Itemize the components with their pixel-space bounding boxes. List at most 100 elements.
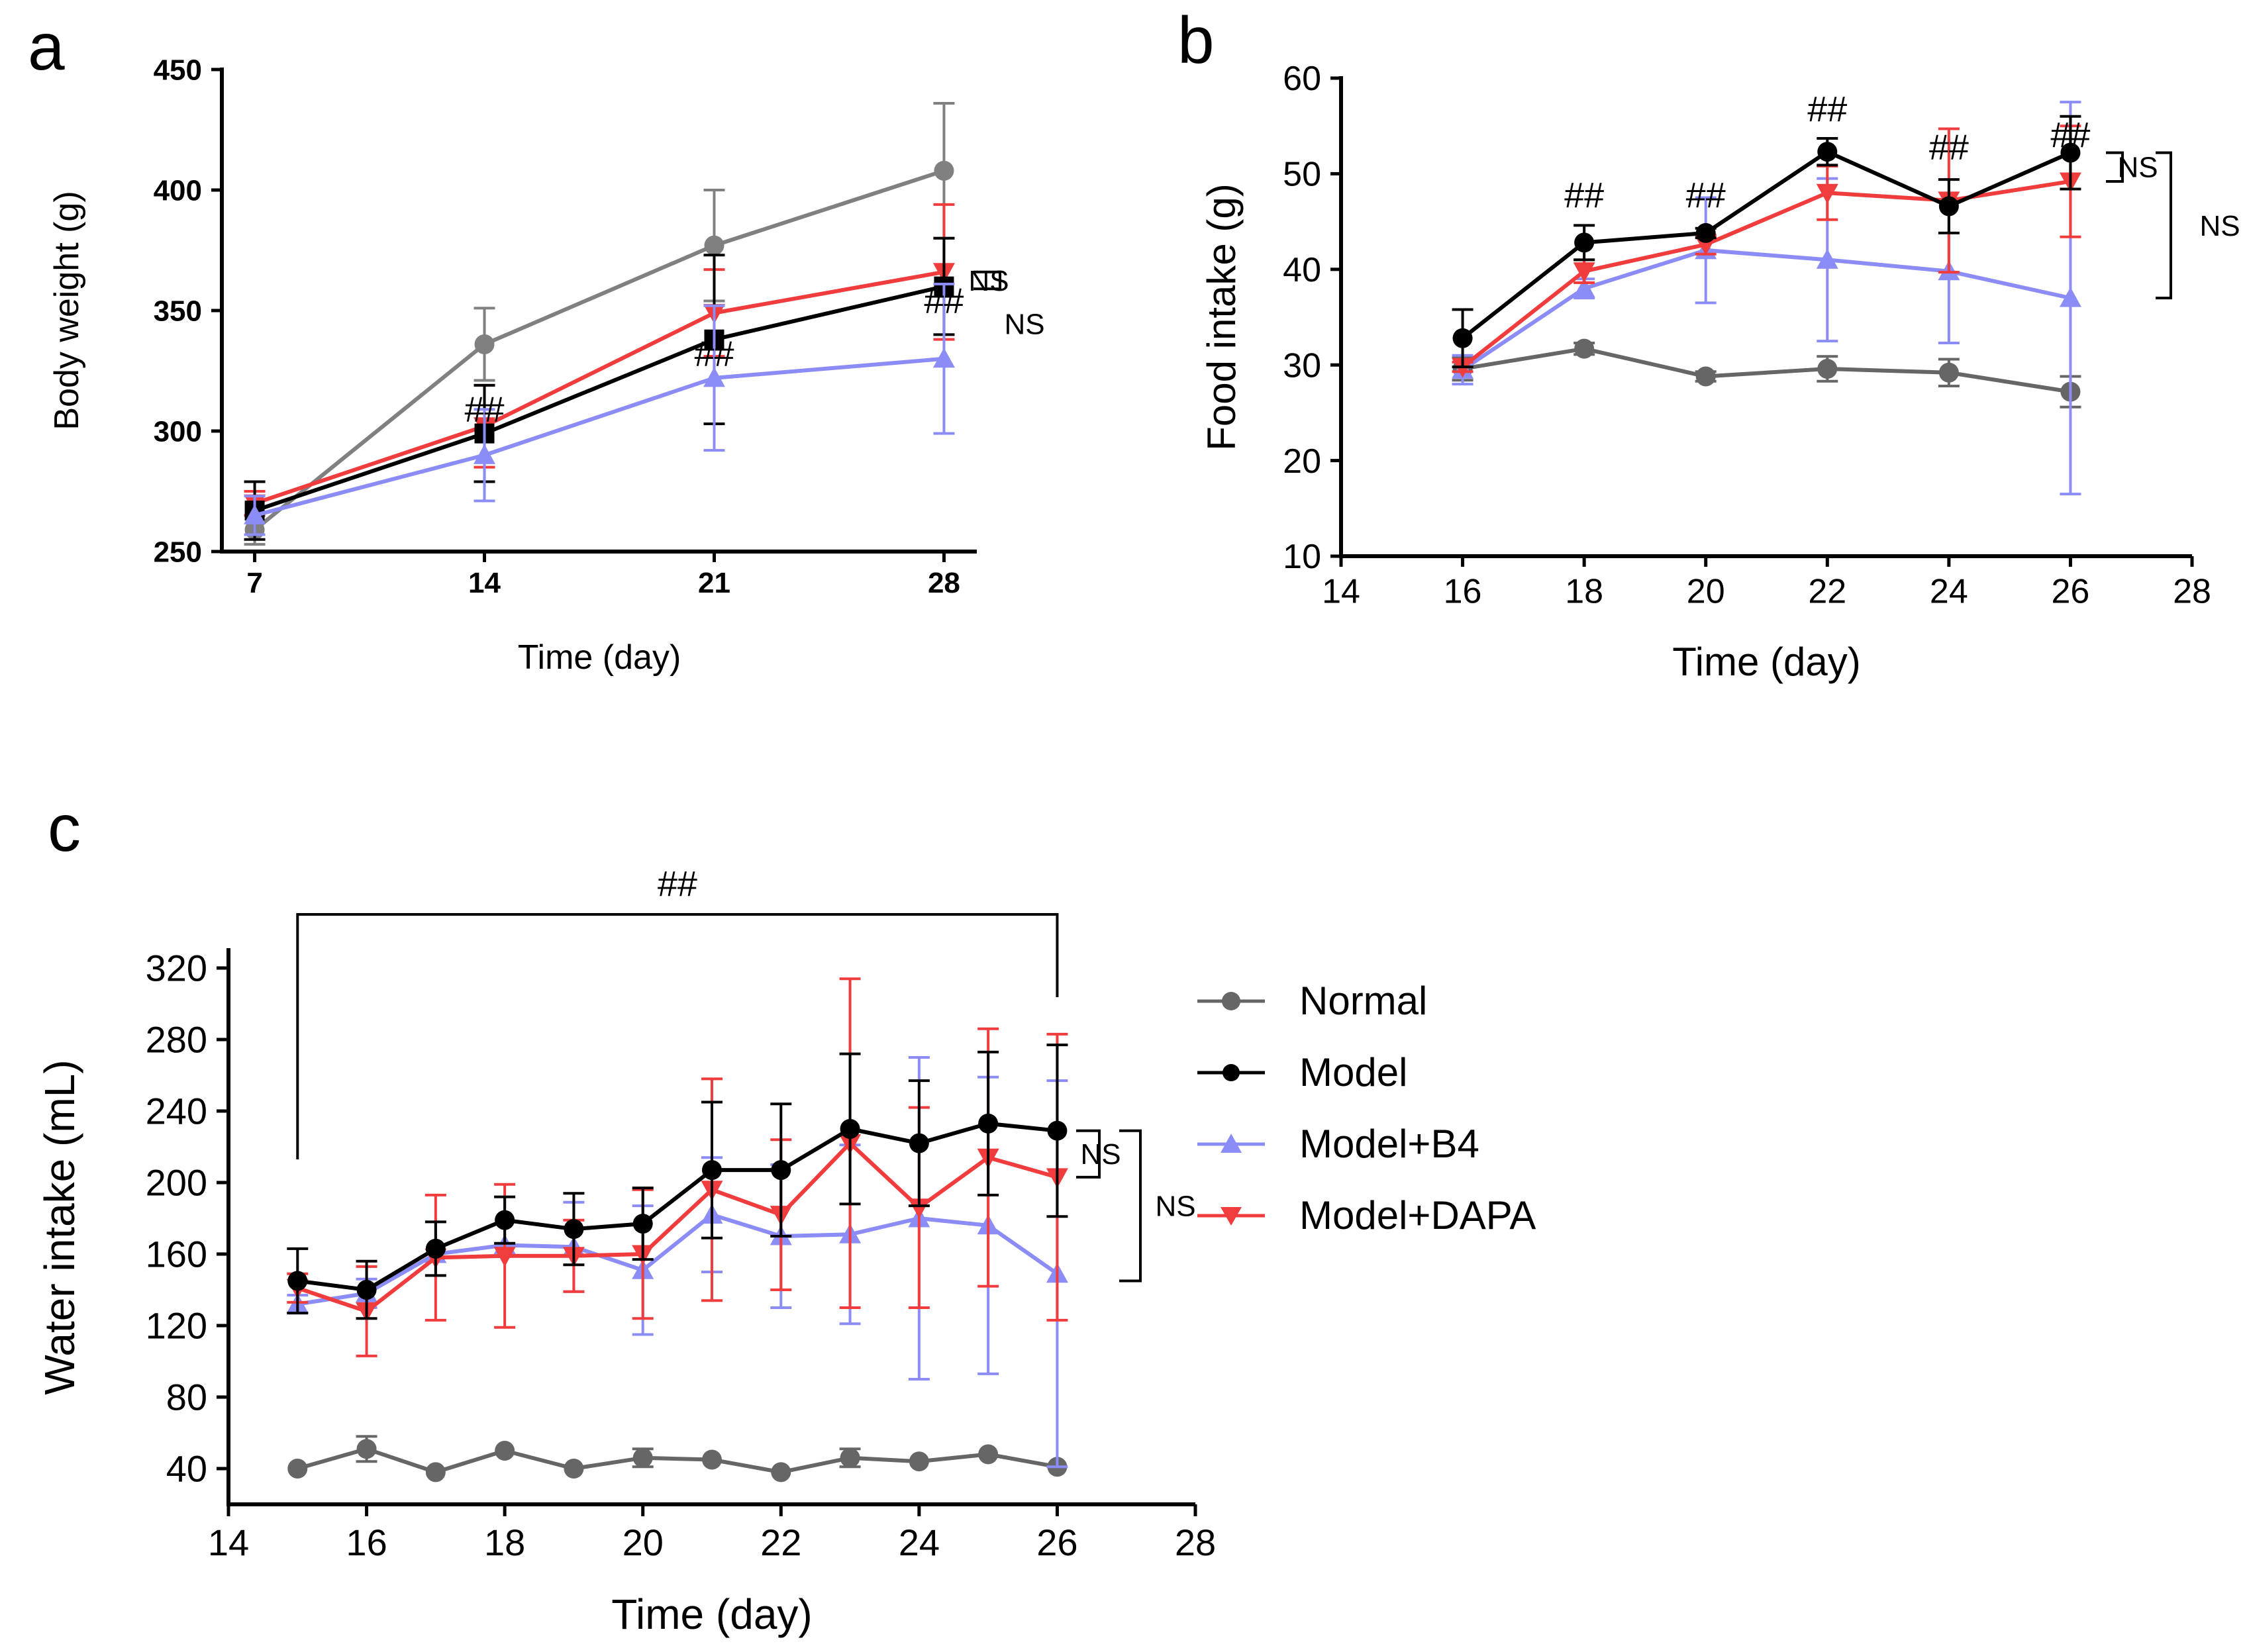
series-line-c-model-b4 [297,1212,1059,1306]
legend-label-model: Model [1299,1050,1407,1094]
series-line-a-normal [253,169,945,532]
x-tick-label-b-16: 16 [1444,573,1482,611]
x-tick-label-b-28: 28 [2173,573,2211,611]
x-tick-label-c-14: 14 [208,1522,249,1563]
y-tick-label-c-280: 280 [146,1019,207,1061]
series-line-a-model-b4 [254,356,944,518]
panel-label-a: a [28,10,65,84]
y-tick-label-a-450: 450 [154,54,202,86]
ns-label-c-0: NS [1080,1138,1121,1171]
data-point-b-normal-2 [1695,366,1716,387]
series-line-c-model-dapa [297,1141,1058,1314]
data-point-c-model-dapa-3 [493,1247,516,1267]
y-tick-label-c-240: 240 [146,1091,207,1132]
ns-label-a-1: NS [1004,308,1044,340]
y-tick-label-a-400: 400 [154,174,202,207]
data-point-b-model-3 [1817,142,1838,162]
data-point-c-normal-7 [771,1462,791,1482]
ns-bracket-c-0 [1076,1129,1101,1179]
series-a-model [244,236,955,541]
ns-bracket-a-0 [974,270,1001,291]
significance-mark-b-1: ## [1686,175,1726,215]
series-line-c-model [297,1121,1058,1292]
legend-label-model-dapa: Model+DAPA [1299,1193,1536,1238]
series-b-model [1452,115,2081,369]
significance-mark-a-0: ## [464,389,504,429]
series-line-a-model-dapa [254,269,944,506]
x-tick-label-b-20: 20 [1687,573,1725,611]
series-a-model-b4 [244,282,955,536]
significance-mark-b-2: ## [1807,89,1847,129]
y-tick-label-b-50: 50 [1283,156,1321,194]
significance-mark-b-4: ## [2050,115,2090,155]
data-point-b-model-dapa-3 [1816,183,1838,204]
x-tick-label-c-28: 28 [1175,1522,1216,1563]
series-b-model-dapa [1452,124,2081,378]
y-tick-label-c-160: 160 [146,1234,207,1275]
data-point-c-model-1 [356,1280,377,1300]
x-tick-label-b-14: 14 [1322,573,1360,611]
x-tick-label-c-16: 16 [346,1522,387,1563]
x-tick-label-a-28: 28 [928,567,960,599]
significance-mark-a-1: ## [694,334,734,374]
legend-item-model-b4: Model+B4 [1197,1122,1479,1166]
series-line-b-model-dapa [1461,179,2071,369]
y-axis-label-c: Water intake (mL) [36,1059,83,1394]
data-point-c-normal-9 [909,1451,929,1472]
series-c-normal [287,1435,1068,1482]
data-point-a-normal-3 [934,160,954,181]
y-tick-label-b-40: 40 [1283,251,1321,289]
ns-label-b-1: NS [2199,210,2240,242]
ns-bracket-b-1 [2156,151,2172,300]
data-point-a-normal-2 [704,235,724,256]
ns-label-b-0: NS [2117,152,2158,184]
legend-marker-model [1223,1064,1240,1081]
data-point-a-model-b4-1 [474,444,496,464]
y-tick-label-b-10: 10 [1283,538,1321,576]
data-point-c-model-5 [632,1214,653,1234]
panel-label-c: c [48,791,81,865]
y-tick-label-b-30: 30 [1283,346,1321,385]
legend-item-model-dapa: Model+DAPA [1197,1193,1536,1238]
data-point-c-model-6 [702,1160,722,1181]
data-point-c-normal-5 [632,1447,653,1468]
data-point-a-normal-1 [474,334,495,354]
legend-marker-model-b4 [1221,1134,1242,1153]
data-point-c-model-0 [287,1271,308,1291]
series-line-b-model-b4 [1461,248,2072,371]
x-tick-label-c-22: 22 [760,1522,801,1563]
data-point-a-model-b4-2 [703,367,725,387]
y-tick-label-a-250: 250 [154,536,202,568]
significance-mark-a-2: ## [924,281,964,321]
data-point-c-normal-3 [495,1441,515,1461]
y-axis-label-b: Food intake (g) [1199,183,1244,451]
data-point-c-model-8 [840,1119,860,1139]
y-tick-label-c-320: 320 [146,947,207,989]
data-point-b-model-b4-5 [2059,287,2081,307]
y-tick-label-c-200: 200 [146,1162,207,1204]
x-tick-label-c-26: 26 [1036,1522,1077,1563]
data-point-c-normal-10 [978,1444,999,1465]
data-point-c-model-3 [495,1210,515,1230]
data-point-c-normal-6 [702,1449,722,1470]
legend-marker-model-dapa [1221,1207,1242,1226]
x-tick-label-b-24: 24 [1930,573,1968,611]
x-tick-label-a-21: 21 [698,567,730,599]
y-tick-label-b-20: 20 [1283,442,1321,481]
y-tick-label-c-120: 120 [146,1305,207,1347]
series-b-normal [1452,338,2081,409]
panel-label-b: b [1177,3,1215,77]
ns-bracket-c-1 [1119,1129,1142,1283]
x-axis-label-a: Time (day) [518,638,681,677]
data-point-c-model-2 [425,1238,446,1259]
data-point-c-model-7 [771,1160,791,1181]
significance-bracket-c-0 [296,913,1059,1159]
x-tick-label-c-18: 18 [484,1522,525,1563]
series-line-a-model [254,284,945,512]
data-point-b-normal-4 [1938,362,1959,383]
data-point-b-model-1 [1574,232,1595,253]
y-tick-label-c-80: 80 [166,1377,207,1418]
food-intake-chart: 10 20 30 40 50 60 14 16 18 20 22 24 26 28 Time (day) Fo… [1199,60,2240,684]
data-point-a-model-b4-3 [932,348,955,368]
